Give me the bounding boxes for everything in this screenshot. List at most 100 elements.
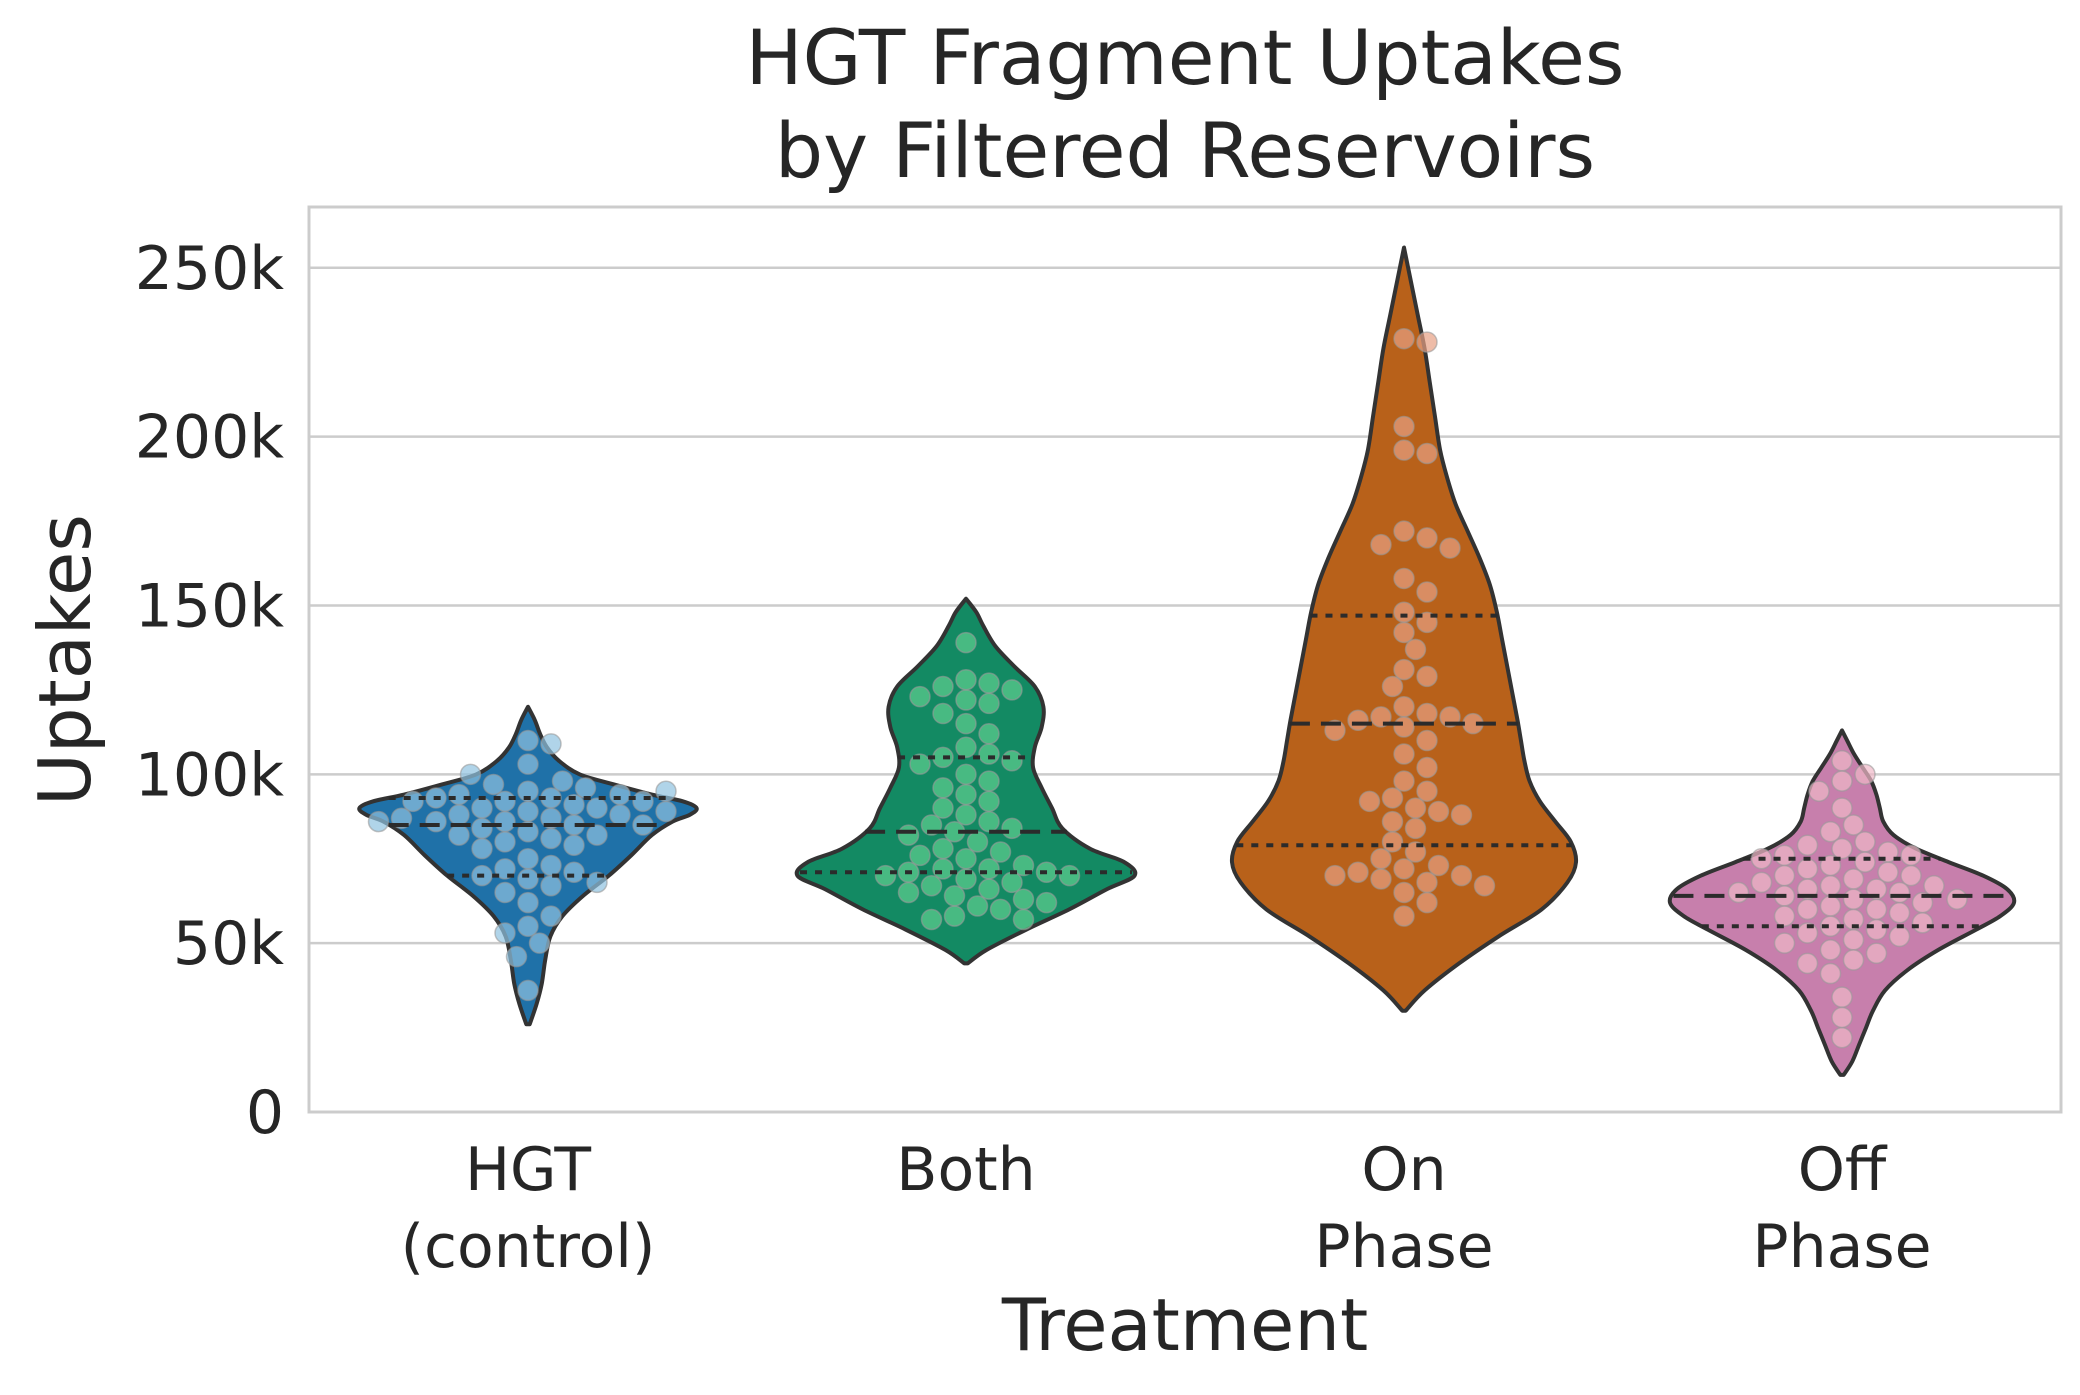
data-point [909, 844, 931, 867]
data-point [1393, 858, 1415, 880]
data-point [1416, 756, 1438, 779]
data-point [551, 770, 574, 792]
x-axis-label: Treatment [1001, 1283, 1368, 1367]
data-point [978, 672, 1000, 694]
data-point [1819, 962, 1842, 985]
data-point [1012, 908, 1035, 931]
data-point [978, 770, 1000, 792]
data-point [1854, 851, 1876, 873]
y-tick-labels: 0 50k 100k 150k 200k 250k [135, 234, 285, 1148]
data-point [586, 824, 608, 846]
violin-1 [794, 596, 1138, 966]
data-point [402, 790, 424, 813]
data-point [448, 783, 470, 806]
x-tick-label: Phase [1314, 1212, 1493, 1282]
data-point [563, 861, 585, 883]
data-point [609, 804, 631, 826]
data-point [471, 797, 493, 819]
data-point [1404, 817, 1427, 840]
data-point [1001, 750, 1023, 772]
data-point [1819, 895, 1842, 917]
data-point [1381, 831, 1404, 853]
data-point [978, 790, 1000, 813]
data-point [955, 783, 977, 806]
data-point [1819, 875, 1842, 897]
data-point [1404, 797, 1427, 819]
data-point [494, 790, 516, 813]
data-point [494, 810, 516, 833]
data-point [1416, 581, 1438, 603]
data-point [955, 631, 977, 654]
data-point [367, 810, 390, 833]
data-point [1773, 844, 1796, 867]
data-point [874, 864, 897, 887]
y-tick-label: 150k [135, 571, 285, 641]
data-point [1923, 875, 1945, 897]
data-point [655, 800, 677, 823]
data-point [1842, 929, 1865, 951]
data-point [978, 723, 1000, 745]
data-point [494, 831, 516, 853]
data-point [1416, 442, 1438, 465]
data-point [1888, 902, 1911, 924]
data-point [505, 945, 528, 968]
data-point [1035, 891, 1058, 914]
data-point [1324, 864, 1346, 887]
x-tick-label: On [1361, 1135, 1446, 1205]
data-point [540, 733, 562, 755]
data-point [1854, 831, 1876, 853]
data-point [1370, 533, 1392, 556]
data-point [1393, 415, 1415, 438]
data-point [932, 702, 954, 725]
data-point [978, 810, 1000, 833]
data-point [1900, 844, 1922, 867]
data-point [897, 824, 920, 846]
data-point [1393, 621, 1415, 644]
data-point [1727, 881, 1750, 904]
data-point [1001, 679, 1023, 701]
data-point [1796, 834, 1819, 856]
data-point [1416, 702, 1438, 725]
data-point [1450, 864, 1473, 887]
data-point [955, 763, 977, 786]
data-point [494, 922, 516, 944]
data-point [1888, 881, 1911, 904]
data-point [1450, 804, 1473, 826]
data-point [943, 905, 966, 927]
data-point [955, 736, 977, 759]
y-tick-label: 50k [173, 909, 284, 979]
data-point [471, 837, 493, 860]
data-point [932, 837, 954, 860]
data-point [966, 831, 989, 853]
data-point [932, 858, 954, 880]
data-point [989, 898, 1012, 921]
data-point [1946, 888, 1968, 911]
data-point [989, 841, 1012, 863]
data-point [978, 743, 1000, 765]
data-point [932, 777, 954, 799]
data-point [1416, 780, 1438, 802]
data-point [966, 895, 989, 917]
data-point [1427, 854, 1450, 877]
data-point [955, 712, 977, 735]
data-point [1842, 949, 1865, 971]
data-point [1473, 875, 1496, 897]
data-point [1416, 665, 1438, 688]
data-point [920, 908, 943, 931]
data-point [1393, 770, 1415, 792]
data-point [1393, 439, 1415, 461]
data-point [517, 868, 539, 890]
data-point [1393, 716, 1415, 738]
data-point [1865, 918, 1888, 941]
data-point [517, 891, 539, 914]
y-tick-label: 100k [135, 740, 285, 810]
data-point [609, 783, 631, 806]
violin-3 [1667, 728, 2017, 1077]
data-point [1393, 905, 1415, 927]
data-point [1831, 750, 1853, 772]
data-point [425, 810, 447, 833]
plot-frame [307, 205, 2063, 1114]
data-point [955, 847, 977, 870]
violin-0 [357, 704, 699, 1027]
